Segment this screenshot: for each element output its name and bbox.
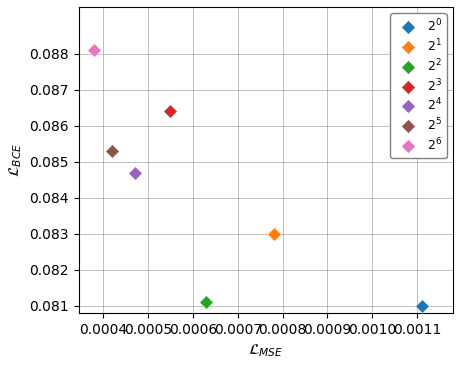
Point bbox=[269, 231, 277, 237]
Point bbox=[417, 303, 425, 309]
Point bbox=[90, 47, 98, 53]
Point bbox=[167, 108, 174, 114]
Point bbox=[131, 170, 138, 176]
Point bbox=[202, 299, 210, 305]
Y-axis label: $\mathcal{L}_{BCE}$: $\mathcal{L}_{BCE}$ bbox=[7, 143, 23, 177]
Legend: $2^0$, $2^1$, $2^2$, $2^3$, $2^4$, $2^5$, $2^6$: $2^0$, $2^1$, $2^2$, $2^3$, $2^4$, $2^5$… bbox=[390, 13, 446, 158]
Point bbox=[108, 148, 116, 154]
X-axis label: $\mathcal{L}_{MSE}$: $\mathcal{L}_{MSE}$ bbox=[247, 342, 283, 359]
